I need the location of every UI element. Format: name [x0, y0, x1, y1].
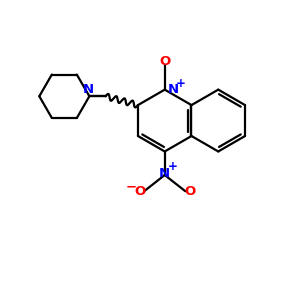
Text: O: O	[134, 185, 145, 198]
Text: +: +	[168, 160, 178, 173]
Text: N: N	[82, 83, 94, 96]
Text: N: N	[159, 167, 170, 180]
Text: O: O	[159, 55, 170, 68]
Text: O: O	[184, 185, 195, 198]
Text: +: +	[176, 77, 186, 90]
Text: −: −	[125, 180, 136, 193]
Text: N: N	[168, 83, 179, 96]
